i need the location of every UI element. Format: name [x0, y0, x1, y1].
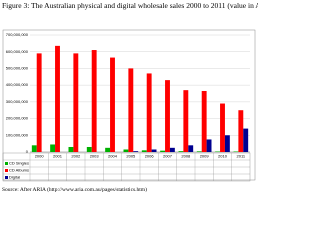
- bar: [128, 68, 134, 152]
- legend-label: Digital: [9, 175, 20, 180]
- legend-swatch: [5, 162, 8, 165]
- bar: [91, 50, 97, 152]
- bar: [73, 53, 79, 153]
- source: Source: After ARIA (http://www.aria.com.…: [2, 186, 147, 193]
- bar: [183, 90, 189, 152]
- bar: [123, 149, 129, 152]
- y-tick-label: 0: [26, 149, 29, 154]
- y-tick-label: 200,000,000: [6, 116, 29, 121]
- y-tick-label: 400,000,000: [6, 82, 29, 87]
- bar: [160, 150, 166, 152]
- bar: [188, 145, 194, 152]
- bar: [178, 151, 184, 152]
- bar: [86, 146, 92, 152]
- legend-swatch: [5, 176, 8, 179]
- bar: [133, 151, 139, 152]
- bar: [110, 57, 115, 152]
- bar: [105, 147, 111, 152]
- bar: [215, 151, 221, 152]
- bar: [55, 45, 60, 152]
- bar: [151, 149, 157, 152]
- y-tick-label: 600,000,000: [6, 49, 29, 54]
- bar: [50, 144, 56, 152]
- bar: [31, 145, 37, 152]
- bar: [220, 103, 225, 152]
- bar: [36, 53, 42, 153]
- y-tick-label: 300,000,000: [6, 99, 29, 104]
- bar: [224, 135, 230, 152]
- x-tick-label: 2006: [145, 154, 155, 159]
- y-tick-label: 100,000,000: [6, 132, 29, 137]
- x-tick-label: 2011: [237, 154, 246, 159]
- chart-title: Figure 3: The Australian physical and di…: [2, 1, 258, 10]
- x-tick-label: 2001: [53, 154, 63, 159]
- bar: [206, 139, 212, 152]
- chart-frame: [2, 29, 256, 181]
- bar: [196, 151, 202, 152]
- bar: [141, 150, 147, 152]
- y-tick-label: 500,000,000: [6, 65, 29, 70]
- legend-swatch: [5, 169, 8, 172]
- bar: [169, 147, 175, 152]
- x-tick-label: 2000: [35, 154, 45, 159]
- bar: [243, 128, 249, 152]
- x-tick-label: 2008: [181, 154, 191, 159]
- x-tick-label: 2007: [163, 154, 173, 159]
- x-tick-label: 2002: [71, 154, 81, 159]
- bar: [233, 151, 239, 152]
- x-tick-label: 2010: [218, 154, 228, 159]
- chart: Figure 3: The Australian physical and di…: [2, 1, 258, 193]
- x-tick-label: 2009: [200, 154, 210, 159]
- bar: [238, 110, 244, 152]
- legend-label: CD Albums: [9, 168, 29, 173]
- bar: [68, 146, 74, 152]
- x-tick-label: 2005: [126, 154, 136, 159]
- legend-label: CD Singles: [9, 161, 29, 166]
- x-tick-label: 2004: [108, 154, 118, 159]
- bar: [165, 80, 170, 152]
- bar: [201, 90, 207, 152]
- bar: [146, 73, 152, 152]
- x-tick-label: 2003: [90, 154, 100, 159]
- y-tick-label: 700,000,000: [6, 32, 29, 37]
